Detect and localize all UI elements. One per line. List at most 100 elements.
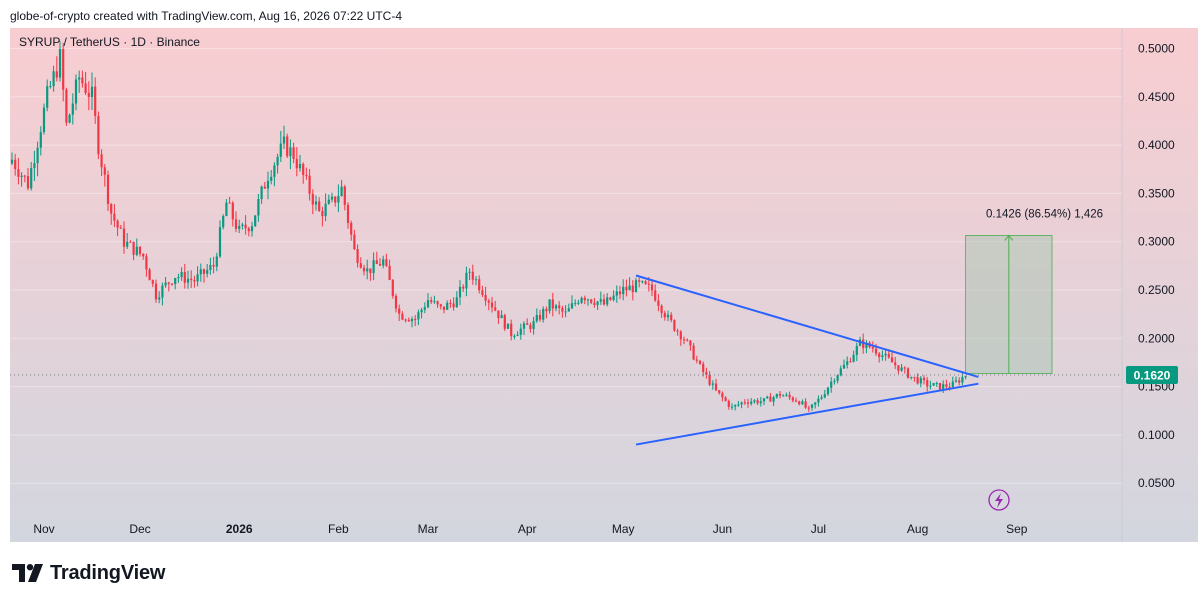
candle-body — [353, 234, 356, 250]
x-tick-label: Mar — [418, 522, 439, 536]
candle-body — [513, 335, 516, 337]
candle-body — [522, 323, 526, 329]
price-chart[interactable]: SYRUP / TetherUS · 1D · Binance 0.1426 (… — [10, 28, 1198, 542]
candle-body — [814, 402, 817, 405]
candle-body — [145, 256, 148, 270]
x-tick-label: Sep — [1006, 522, 1028, 536]
candle-body — [558, 305, 561, 309]
candle-body — [446, 302, 449, 310]
candle-body — [391, 280, 394, 296]
candle-body — [362, 267, 366, 272]
candle-body — [743, 402, 746, 404]
candle-body — [100, 154, 103, 168]
candle-body — [535, 314, 538, 322]
candle-body — [775, 393, 778, 398]
candle-body — [199, 269, 202, 275]
candle-body — [634, 280, 638, 293]
candle-body — [689, 340, 692, 346]
candle-body — [734, 404, 737, 407]
candle-body — [327, 199, 330, 204]
candle-body — [740, 402, 743, 405]
candle-body — [58, 49, 62, 78]
candle-body — [180, 271, 183, 278]
candle-body — [663, 312, 666, 318]
candle-body — [794, 400, 798, 402]
last-price-badge — [1126, 366, 1178, 385]
candle-body — [394, 295, 398, 309]
candle-body — [759, 401, 762, 404]
candle-body — [218, 227, 222, 257]
candle-body — [449, 302, 452, 304]
candle-body — [138, 246, 142, 254]
candle-body — [126, 241, 129, 247]
candle-body — [385, 259, 388, 266]
candle-body — [570, 303, 574, 309]
candle-body — [122, 228, 126, 247]
candle-body — [906, 368, 910, 378]
candle-body — [628, 285, 631, 291]
candle-body — [135, 246, 138, 255]
candle-body — [500, 315, 503, 319]
last-price-label: 0.1620 — [1134, 369, 1171, 383]
gridlines — [10, 48, 1122, 484]
candle-body — [564, 311, 567, 313]
candle-body — [474, 279, 478, 281]
candles — [10, 41, 967, 412]
triangle-upper-line[interactable] — [635, 274, 979, 378]
candle-body — [254, 215, 257, 227]
candle-body — [17, 169, 20, 177]
candle-body — [746, 402, 750, 404]
triangle-lower-line[interactable] — [635, 382, 979, 446]
candle-body — [478, 279, 481, 291]
candle-body — [874, 348, 878, 354]
candle-body — [778, 393, 782, 396]
candle-body — [270, 176, 273, 181]
lightning-icon — [995, 493, 1003, 508]
candle-body — [417, 312, 420, 320]
candle-body — [174, 278, 177, 285]
candle-body — [926, 380, 929, 387]
candle-body — [958, 380, 961, 383]
candle-body — [228, 202, 231, 204]
candle-body — [935, 382, 938, 384]
candle-body — [129, 241, 132, 243]
candle-body — [202, 269, 206, 274]
candle-body — [753, 400, 756, 402]
candle-body — [279, 143, 282, 157]
candle-body — [420, 309, 423, 313]
candle-body — [852, 354, 855, 362]
replay-button[interactable] — [988, 489, 1010, 511]
candle-body — [801, 401, 804, 405]
candle-body — [855, 345, 858, 355]
candle-body — [817, 398, 820, 403]
candle-body — [26, 176, 30, 189]
candle-body — [452, 303, 455, 308]
candle-body — [660, 305, 663, 313]
candle-body — [161, 285, 164, 298]
candle-body — [577, 302, 580, 304]
candle-body — [97, 115, 100, 155]
candle-body — [865, 342, 868, 349]
candle-body — [55, 71, 58, 78]
candle-body — [673, 320, 676, 331]
candle-body — [612, 295, 615, 300]
chart-svg[interactable]: SYRUP / TetherUS · 1D · Binance 0.1426 (… — [10, 28, 1198, 542]
candle-body — [177, 277, 180, 279]
candle-body — [526, 323, 529, 325]
candle-body — [676, 330, 679, 332]
candle-body — [404, 319, 407, 321]
candle-body — [273, 165, 276, 177]
y-tick-label: 0.4000 — [1138, 138, 1175, 152]
candle-body — [378, 263, 382, 266]
candle-body — [529, 324, 532, 330]
candle-body — [682, 339, 686, 341]
candle-body — [36, 147, 39, 164]
candle-body — [657, 300, 660, 306]
candle-body — [222, 215, 225, 228]
candle-body — [340, 186, 343, 196]
candle-body — [820, 397, 823, 399]
candle-body — [596, 301, 599, 306]
candle-body — [615, 291, 618, 296]
tradingview-logo[interactable]: TradingView — [12, 560, 165, 586]
candle-body — [497, 310, 500, 319]
